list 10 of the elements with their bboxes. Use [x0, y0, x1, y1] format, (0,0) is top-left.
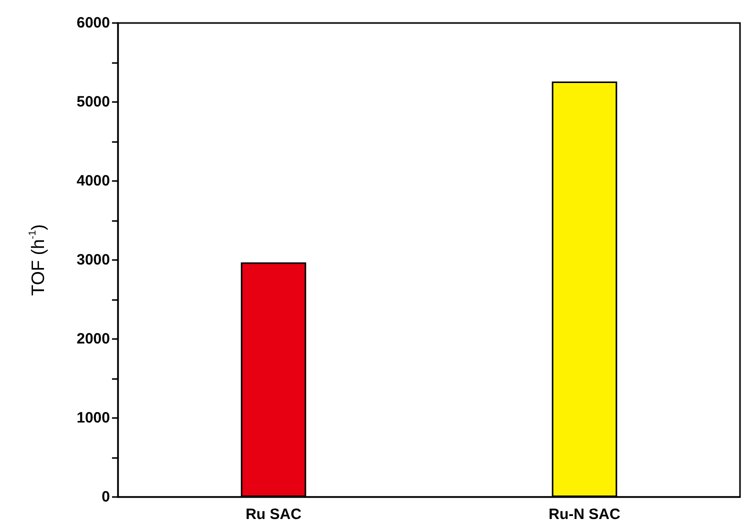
y-tick-label: 4000	[76, 172, 110, 190]
y-tick-label: 1000	[76, 410, 110, 426]
x-tick-label: Ru SAC	[246, 506, 302, 523]
y-tick-label: 3000	[76, 252, 110, 268]
y-tick-label: 0	[102, 488, 110, 506]
y-tick-label: 2000	[76, 330, 110, 348]
y-tick-label: 6000	[76, 14, 110, 32]
y-tick-label: 5000	[76, 94, 110, 110]
x-tick-label: Ru-N SAC	[548, 506, 620, 523]
y-axis-title: TOF (h-1)	[28, 224, 48, 296]
